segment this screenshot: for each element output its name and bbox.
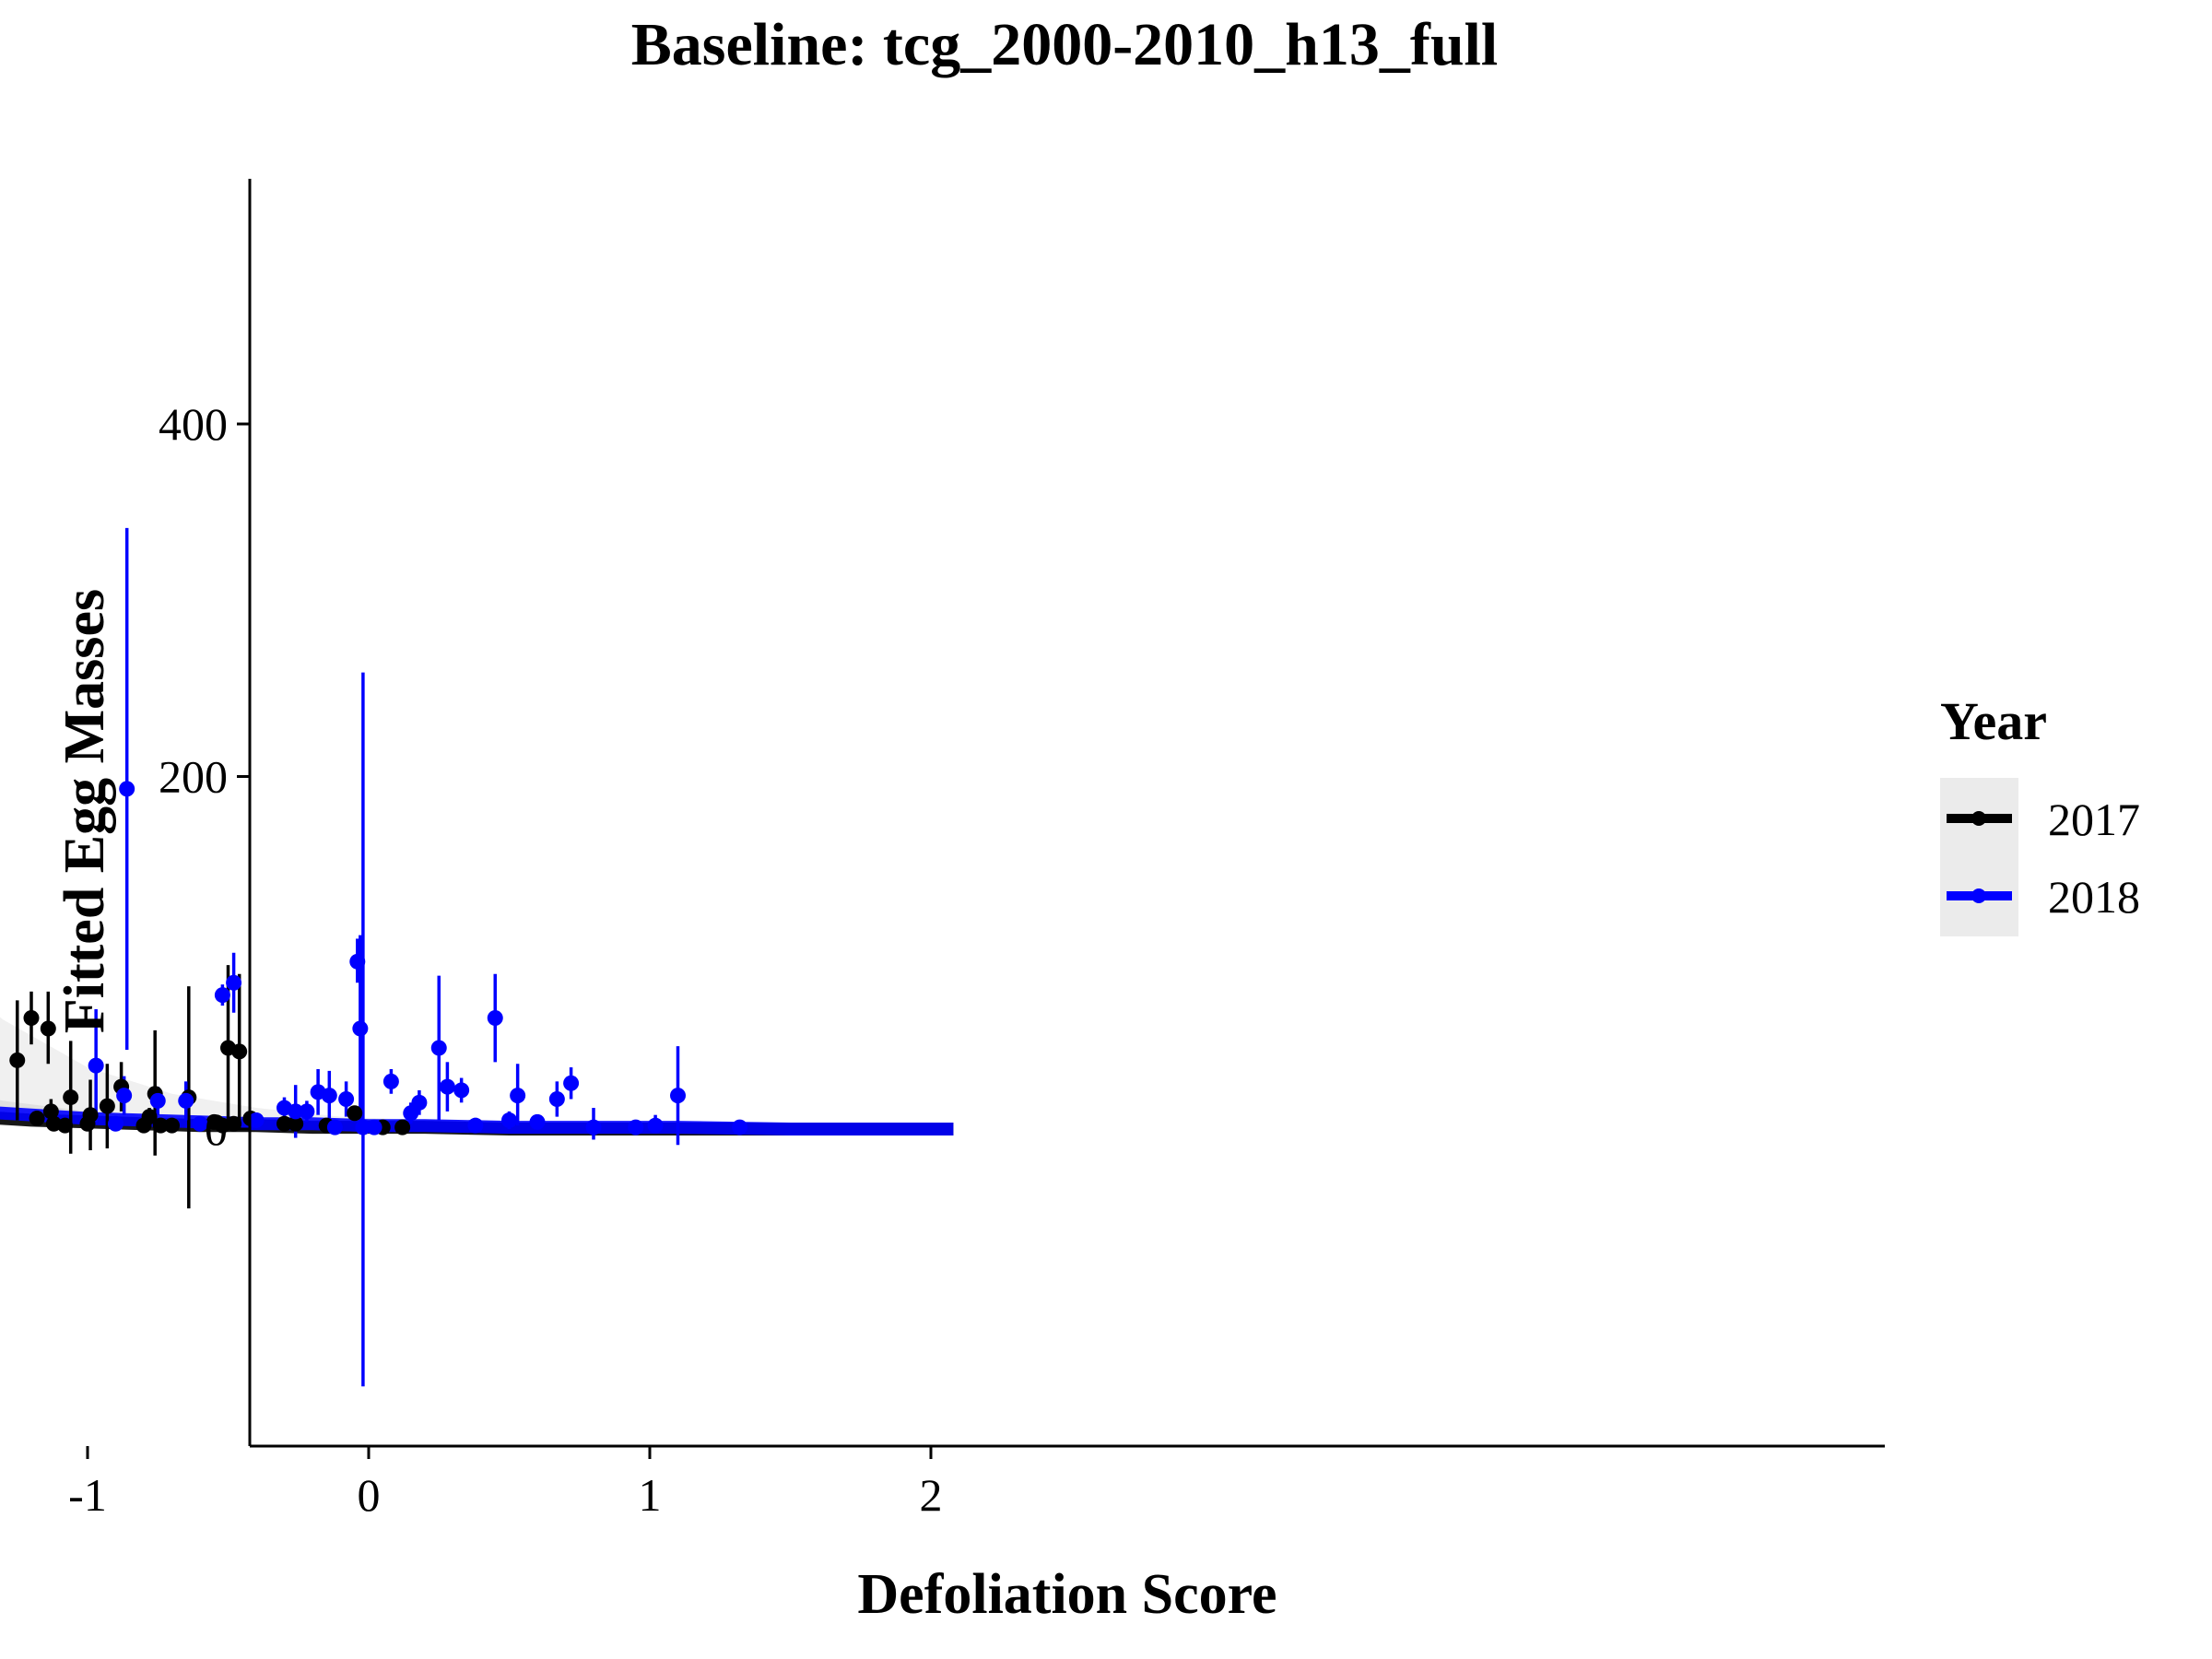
point-2018-38 xyxy=(670,1088,686,1104)
point-2017-58 xyxy=(394,1119,411,1135)
legend-label-2017: 2017 xyxy=(2048,794,2140,845)
point-2017-38 xyxy=(82,1107,99,1124)
point-2018-21 xyxy=(366,1119,382,1135)
plot-area xyxy=(0,527,954,1387)
confidence-bands xyxy=(0,1017,954,1129)
point-2018-9 xyxy=(226,974,242,991)
x-axis-title: Defoliation Score xyxy=(857,1563,1277,1626)
x-tick-label: 0 xyxy=(358,1469,381,1521)
point-2018-8 xyxy=(214,987,230,1004)
legend-item-2018: 2018 xyxy=(1947,871,2140,923)
point-2017-39 xyxy=(99,1098,115,1114)
point-2017-51 xyxy=(231,1043,248,1060)
y-tick-label: 400 xyxy=(159,398,228,450)
point-2018-23 xyxy=(403,1105,419,1122)
point-2018-16 xyxy=(326,1119,343,1135)
point-2018-31 xyxy=(510,1088,526,1104)
point-2017-33 xyxy=(42,1103,59,1120)
point-2018-34 xyxy=(563,1075,580,1091)
legend-marker-2018 xyxy=(1971,888,1986,903)
point-2018-1 xyxy=(88,1057,104,1074)
point-2018-10 xyxy=(248,1112,265,1128)
point-2017-30 xyxy=(23,1010,40,1027)
point-2018-29 xyxy=(487,1010,503,1027)
legend-label-2018: 2018 xyxy=(2048,871,2140,923)
point-2017-54 xyxy=(288,1115,304,1132)
x-tick-label: 2 xyxy=(920,1469,943,1521)
point-2018-6 xyxy=(178,1092,194,1109)
ribbon-outer-band xyxy=(0,1017,954,1129)
point-2018-7 xyxy=(192,1115,208,1132)
legend-key-background xyxy=(1940,778,2018,936)
point-2018-13 xyxy=(299,1103,315,1120)
point-2018-17 xyxy=(338,1090,355,1107)
point-2017-44 xyxy=(152,1117,169,1134)
point-2017-45 xyxy=(164,1117,180,1134)
point-2018-18 xyxy=(349,953,366,970)
y-tick-label: 200 xyxy=(159,751,228,803)
point-2017-53 xyxy=(276,1115,292,1132)
point-2018-2 xyxy=(108,1115,124,1132)
point-2018-3 xyxy=(116,1088,133,1104)
point-2018-33 xyxy=(548,1090,565,1107)
x-tick-label: -1 xyxy=(68,1469,107,1521)
point-2018-32 xyxy=(529,1113,546,1130)
point-2017-42 xyxy=(141,1109,158,1125)
point-2018-25 xyxy=(430,1040,447,1056)
point-2018-27 xyxy=(453,1082,470,1099)
x-tick-label: 1 xyxy=(639,1469,662,1521)
point-2017-31 xyxy=(29,1111,45,1127)
point-2018-4 xyxy=(119,781,135,797)
point-2018-37 xyxy=(647,1117,664,1134)
point-2017-32 xyxy=(40,1020,56,1037)
data-points xyxy=(9,781,748,1135)
ribbon-inner-band xyxy=(0,1100,954,1129)
point-2018-12 xyxy=(288,1103,304,1120)
legend-item-2017: 2017 xyxy=(1947,794,2140,845)
point-2018-20 xyxy=(355,1119,371,1135)
point-2017-35 xyxy=(57,1117,74,1134)
point-2018-5 xyxy=(149,1092,166,1109)
point-2018-22 xyxy=(382,1073,399,1089)
y-axis-title: Fitted Egg Masses xyxy=(53,589,116,1033)
y-axis-ticks: 0 200 400 xyxy=(159,398,250,1155)
legend-title: Year xyxy=(1940,691,2047,751)
legend-marker-2017 xyxy=(1971,811,1986,826)
legend: Year 2017 2018 xyxy=(1940,691,2140,936)
point-2018-28 xyxy=(467,1117,484,1134)
point-2017-56 xyxy=(347,1105,363,1122)
point-2018-26 xyxy=(439,1078,455,1095)
point-2018-36 xyxy=(628,1119,644,1135)
point-2018-15 xyxy=(321,1088,337,1104)
point-2017-29 xyxy=(9,1052,26,1068)
point-2018-35 xyxy=(585,1119,602,1135)
point-2018-24 xyxy=(411,1094,428,1111)
point-2018-39 xyxy=(732,1119,748,1135)
point-2017-36 xyxy=(63,1089,79,1106)
chart-title: Baseline: tcg_2000-2010_h13_full xyxy=(631,11,1498,78)
point-2018-19 xyxy=(352,1020,369,1037)
point-2018-30 xyxy=(501,1112,517,1128)
y-tick-label: 0 xyxy=(205,1103,228,1155)
